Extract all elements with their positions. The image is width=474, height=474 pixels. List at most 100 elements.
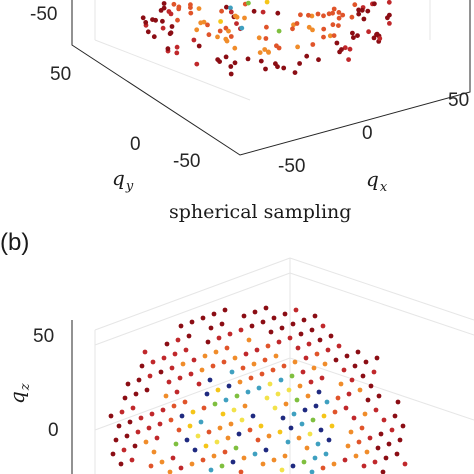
scatter-point: [228, 71, 234, 77]
y-tick-label: 0: [130, 134, 141, 155]
scatter-point: [148, 463, 154, 469]
scatter-point: [223, 397, 229, 403]
scatter-point: [110, 451, 116, 457]
scatter-point: [266, 433, 272, 439]
scatter-point: [367, 435, 373, 441]
scatter-point: [332, 409, 338, 415]
scatter-point: [256, 385, 262, 391]
scatter-point: [262, 357, 268, 363]
scatter-point: [336, 23, 341, 28]
scatter-point: [258, 423, 264, 429]
scatter-point: [260, 9, 266, 15]
scatter-point: [257, 50, 263, 55]
scatter-point: [199, 367, 205, 373]
scatter-point: [357, 387, 363, 393]
scatter-point: [336, 343, 342, 349]
scatter-point: [184, 437, 190, 443]
scatter-point: [151, 34, 157, 40]
scatter-point: [346, 57, 351, 62]
scatter-point: [249, 323, 255, 329]
y-tick-label: 50: [50, 64, 71, 85]
scatter-point: [160, 18, 165, 24]
scatter-point: [371, 369, 377, 375]
scatter-point: [330, 22, 336, 28]
scatter-point: [349, 14, 355, 20]
scatter-point: [214, 439, 220, 445]
scatter-point: [228, 9, 234, 15]
scatter-point: [189, 461, 195, 467]
scatter-point: [283, 401, 289, 407]
scatter-point: [260, 461, 266, 467]
scatter-point: [228, 64, 234, 69]
scatter-point: [198, 20, 204, 26]
scatter-point: [240, 365, 246, 371]
scatter-point: [236, 431, 242, 437]
scatter-point: [271, 315, 277, 321]
scatter-point: [290, 26, 295, 32]
scatter-point: [359, 7, 365, 13]
scatter-point: [196, 43, 202, 49]
scatter-point: [213, 349, 219, 355]
scatter-point: [356, 439, 362, 445]
scatter-point: [325, 347, 331, 353]
scatter-point: [220, 411, 226, 417]
scatter-point: [256, 35, 262, 41]
x-tick-label: 50: [448, 90, 469, 111]
scatter-point: [316, 57, 321, 63]
scatter-point: [321, 26, 327, 32]
scatter-point: [275, 391, 281, 397]
scatter-point: [169, 365, 175, 371]
scatter-point: [225, 435, 231, 441]
scatter-point: [290, 463, 296, 469]
scatter-point: [221, 359, 227, 365]
scatter-point: [145, 29, 151, 35]
scatter-point: [232, 45, 238, 51]
scatter-point: [217, 425, 223, 431]
scatter-point: [323, 451, 329, 457]
scatter-point: [252, 451, 258, 457]
scatter-point: [176, 427, 182, 433]
scatter-point: [251, 8, 257, 14]
scatter-point: [124, 433, 130, 439]
scatter-point: [287, 335, 293, 341]
scatter-point: [285, 439, 291, 445]
scatter-point: [296, 435, 302, 441]
scatter-point: [136, 377, 142, 383]
scatter-point: [232, 60, 238, 66]
scatter-point: [260, 319, 266, 325]
scatter-point: [311, 365, 317, 371]
scatter-point: [312, 313, 318, 319]
scatter-point: [228, 34, 234, 39]
scatter-point: [263, 36, 269, 41]
scatter-point: [254, 347, 260, 353]
scatter-point: [195, 433, 201, 439]
scatter-point: [394, 451, 400, 457]
scatter-point: [234, 393, 240, 399]
scatter-point: [295, 345, 301, 351]
scatter-point: [315, 441, 321, 447]
scatter-point: [135, 429, 141, 435]
scatter-point: [313, 403, 319, 409]
scatter-point: [222, 449, 228, 455]
scatter-point: [267, 381, 273, 387]
scatter-point: [205, 22, 210, 28]
scatter-point: [361, 463, 367, 469]
scatter-point: [247, 427, 253, 433]
scatter-point: [175, 17, 180, 23]
scatter-point: [167, 469, 173, 474]
scatter-point: [159, 459, 165, 465]
scatter-point: [304, 53, 310, 59]
scatter-point: [192, 447, 198, 453]
scatter-point: [259, 371, 265, 377]
scatter-point: [179, 413, 185, 419]
scatter-point: [246, 337, 252, 343]
scatter-point: [144, 387, 150, 393]
scatter-point: [292, 70, 298, 75]
grid-line: [289, 272, 474, 336]
scatter-point: [173, 441, 179, 447]
scatter-point: [331, 6, 337, 12]
scatter-point: [270, 367, 276, 373]
scatter-point: [308, 379, 314, 385]
scatter-point: [113, 437, 119, 443]
z-tick-label: -50: [30, 4, 57, 25]
